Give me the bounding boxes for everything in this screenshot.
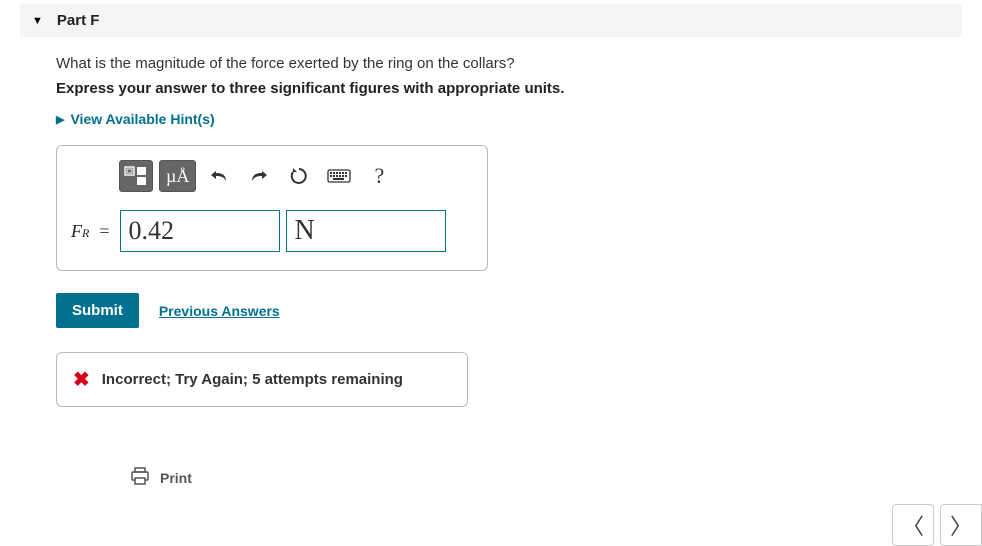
- previous-answers-link[interactable]: Previous Answers: [159, 303, 280, 319]
- units-button[interactable]: µÅ: [159, 160, 196, 192]
- question-text: What is the magnitude of the force exert…: [56, 55, 940, 72]
- action-row: Submit Previous Answers: [56, 293, 940, 328]
- prev-page-button[interactable]: 〈: [892, 504, 934, 546]
- page-nav: 〈 〉: [892, 504, 982, 546]
- hints-label: View Available Hint(s): [70, 111, 214, 127]
- equals-sign: =: [99, 221, 109, 242]
- templates-button[interactable]: [119, 160, 153, 192]
- part-title: Part F: [57, 12, 100, 29]
- reset-button[interactable]: [282, 160, 316, 192]
- instruction-text: Express your answer to three significant…: [56, 80, 940, 97]
- part-header[interactable]: ▼ Part F: [20, 4, 962, 37]
- feedback-box: ✖ Incorrect; Try Again; 5 attempts remai…: [56, 352, 468, 407]
- print-label[interactable]: Print: [160, 470, 192, 486]
- collapse-icon: ▼: [32, 15, 43, 27]
- incorrect-icon: ✖: [73, 367, 90, 392]
- equation-toolbar: µÅ ?: [71, 160, 473, 192]
- answer-row: FR =: [71, 210, 473, 252]
- value-input[interactable]: [120, 210, 280, 252]
- next-page-button[interactable]: 〉: [940, 504, 982, 546]
- expand-icon: ▶: [56, 113, 64, 126]
- undo-button[interactable]: [202, 160, 236, 192]
- print-icon[interactable]: [130, 467, 150, 488]
- view-hints-toggle[interactable]: ▶ View Available Hint(s): [56, 111, 940, 127]
- submit-button[interactable]: Submit: [56, 293, 139, 328]
- feedback-message: Incorrect; Try Again; 5 attempts remaini…: [102, 371, 403, 388]
- keyboard-button[interactable]: [322, 160, 356, 192]
- redo-button[interactable]: [242, 160, 276, 192]
- answer-input-box: µÅ ?: [56, 145, 488, 271]
- part-content: What is the magnitude of the force exert…: [0, 37, 940, 488]
- footer-bar: Print: [56, 467, 940, 488]
- unit-input[interactable]: [286, 210, 446, 252]
- help-button[interactable]: ?: [362, 160, 396, 192]
- variable-label: FR: [71, 221, 89, 242]
